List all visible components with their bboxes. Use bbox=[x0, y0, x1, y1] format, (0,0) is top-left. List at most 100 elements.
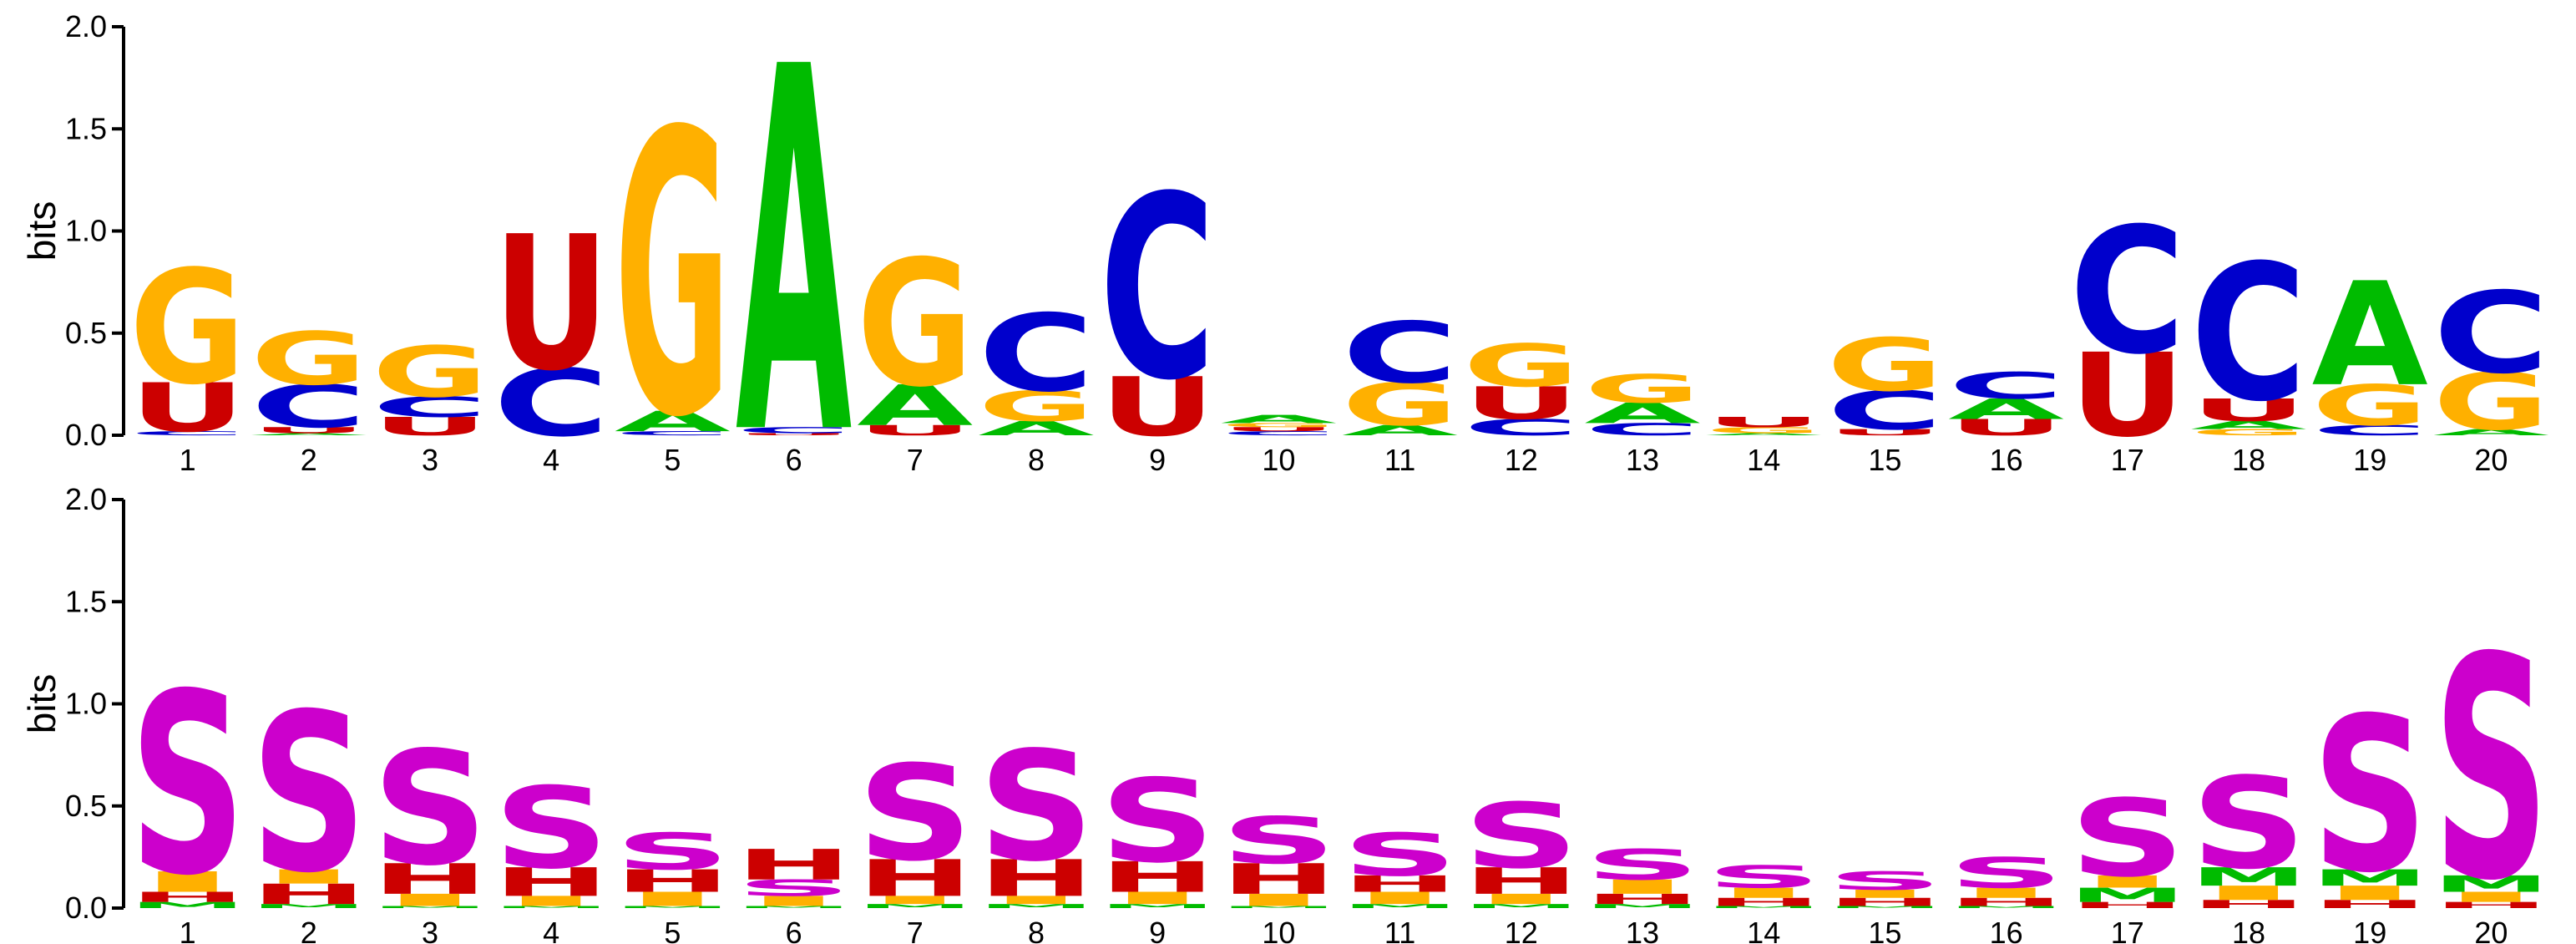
logo-letter-U: U bbox=[1948, 414, 2064, 440]
logo-letter-A: A bbox=[1221, 413, 1338, 426]
position-label: 11 bbox=[1384, 916, 1415, 944]
logo-letter-S: S bbox=[1827, 866, 1943, 896]
logo-letter-H: H bbox=[1342, 871, 1458, 897]
position-label: 1 bbox=[180, 443, 196, 477]
logo-column-19: CGA bbox=[2312, 252, 2428, 439]
position-label: 8 bbox=[1028, 443, 1045, 477]
y-axis-label: bits bbox=[20, 201, 63, 261]
position-label: 15 bbox=[1868, 916, 1901, 944]
position-label: 6 bbox=[786, 916, 802, 944]
y-tick-label: 1.0 bbox=[65, 214, 107, 248]
y-tick-label: 2.0 bbox=[65, 482, 107, 516]
position-label: 8 bbox=[1028, 916, 1045, 944]
logo-letter-S: S bbox=[1463, 784, 1579, 889]
logo-column-9: UC bbox=[1100, 143, 1216, 454]
logo-column-6: UCA bbox=[736, 0, 853, 546]
logo-letter-M: M bbox=[2190, 862, 2306, 891]
y-tick-label: 0.5 bbox=[65, 316, 107, 350]
logo-letter-C: C bbox=[2190, 225, 2306, 443]
logo-letter-M: M bbox=[857, 903, 973, 910]
logo-letter-I: I bbox=[2190, 882, 2306, 905]
position-label: 15 bbox=[1868, 443, 1901, 477]
logo-letter-C: C bbox=[2069, 190, 2185, 393]
logo-letter-S: S bbox=[2312, 672, 2428, 920]
logo-letter-S: S bbox=[2069, 777, 2185, 901]
position-label: 18 bbox=[2232, 916, 2265, 944]
logo-letter-U: U bbox=[251, 425, 367, 435]
position-label: 16 bbox=[1990, 916, 2023, 944]
logo-letter-C: C bbox=[493, 349, 610, 457]
logo-letter-C: C bbox=[1342, 304, 1458, 402]
logo-letter-S: S bbox=[251, 668, 367, 922]
logo-letter-C: C bbox=[1584, 419, 1700, 439]
logo-column-17: UC bbox=[2069, 190, 2185, 463]
logo-letter-H: H bbox=[1706, 896, 1822, 909]
logo-letter-G: G bbox=[2433, 357, 2549, 448]
logo-letter-M: M bbox=[1100, 903, 1216, 910]
y-tick-label: 0.5 bbox=[65, 789, 107, 823]
logo-panel-1: 0.00.51.01.52.0bitsCUG1AUCG2UCG3CU4CAG5U… bbox=[20, 0, 2549, 546]
logo-letter-A: A bbox=[2312, 252, 2428, 419]
position-label: 14 bbox=[1747, 916, 1780, 944]
logo-letter-C: C bbox=[1827, 380, 1943, 442]
logo-letter-H: H bbox=[1948, 896, 2064, 909]
logo-letter-M: M bbox=[1827, 906, 1943, 909]
logo-letter-M: M bbox=[1342, 903, 1458, 910]
logo-letter-I: I bbox=[372, 891, 488, 910]
logo-letter-I: I bbox=[978, 894, 1094, 907]
logo-letter-A: A bbox=[978, 417, 1094, 439]
logo-letter-M: M bbox=[2433, 871, 2549, 897]
logo-letter-G: G bbox=[978, 383, 1094, 431]
logo-letter-M: M bbox=[1948, 906, 2064, 909]
position-label: 7 bbox=[907, 916, 924, 944]
logo-letter-M: M bbox=[2069, 884, 2185, 906]
logo-column-1: CUG bbox=[129, 237, 245, 447]
y-axis-label: bits bbox=[20, 674, 63, 734]
logo-letter-I: I bbox=[1584, 875, 1700, 898]
logo-letter-H: H bbox=[978, 850, 1094, 908]
logo-column-8: AGC bbox=[978, 292, 1094, 440]
logo-letter-M: M bbox=[615, 906, 731, 909]
logo-letter-U: U bbox=[372, 412, 488, 441]
logo-letter-H: H bbox=[1100, 853, 1216, 901]
logo-letter-H: H bbox=[615, 863, 731, 899]
logo-letter-U: U bbox=[493, 196, 610, 412]
logo-letter-A: A bbox=[857, 373, 973, 439]
logo-letter-I: I bbox=[736, 893, 852, 909]
logo-letter-A: A bbox=[2433, 428, 2549, 438]
logo-letter-U: U bbox=[736, 433, 852, 436]
logo-letter-M: M bbox=[978, 903, 1094, 910]
logo-column-13: CAG bbox=[1584, 367, 1700, 439]
logo-letter-H: H bbox=[2190, 898, 2306, 911]
logo-letter-S: S bbox=[736, 875, 852, 901]
logo-letter-I: I bbox=[1706, 885, 1822, 901]
logo-letter-M: M bbox=[372, 906, 488, 909]
logo-letter-G: G bbox=[372, 332, 488, 414]
logo-letter-U: U bbox=[1463, 378, 1579, 429]
logo-letter-S: S bbox=[978, 719, 1094, 896]
logo-column-20: AGC bbox=[2433, 268, 2549, 448]
logo-letter-I: I bbox=[2069, 872, 2185, 891]
position-label: 9 bbox=[1149, 443, 1166, 477]
position-label: 14 bbox=[1747, 443, 1780, 477]
logo-letter-S: S bbox=[615, 823, 731, 881]
logo-letter-H: H bbox=[1584, 891, 1700, 908]
position-label: 6 bbox=[786, 443, 802, 477]
logo-letter-C: C bbox=[2433, 268, 2549, 398]
logo-letter-I: I bbox=[251, 865, 367, 888]
y-tick-label: 1.5 bbox=[65, 111, 107, 145]
